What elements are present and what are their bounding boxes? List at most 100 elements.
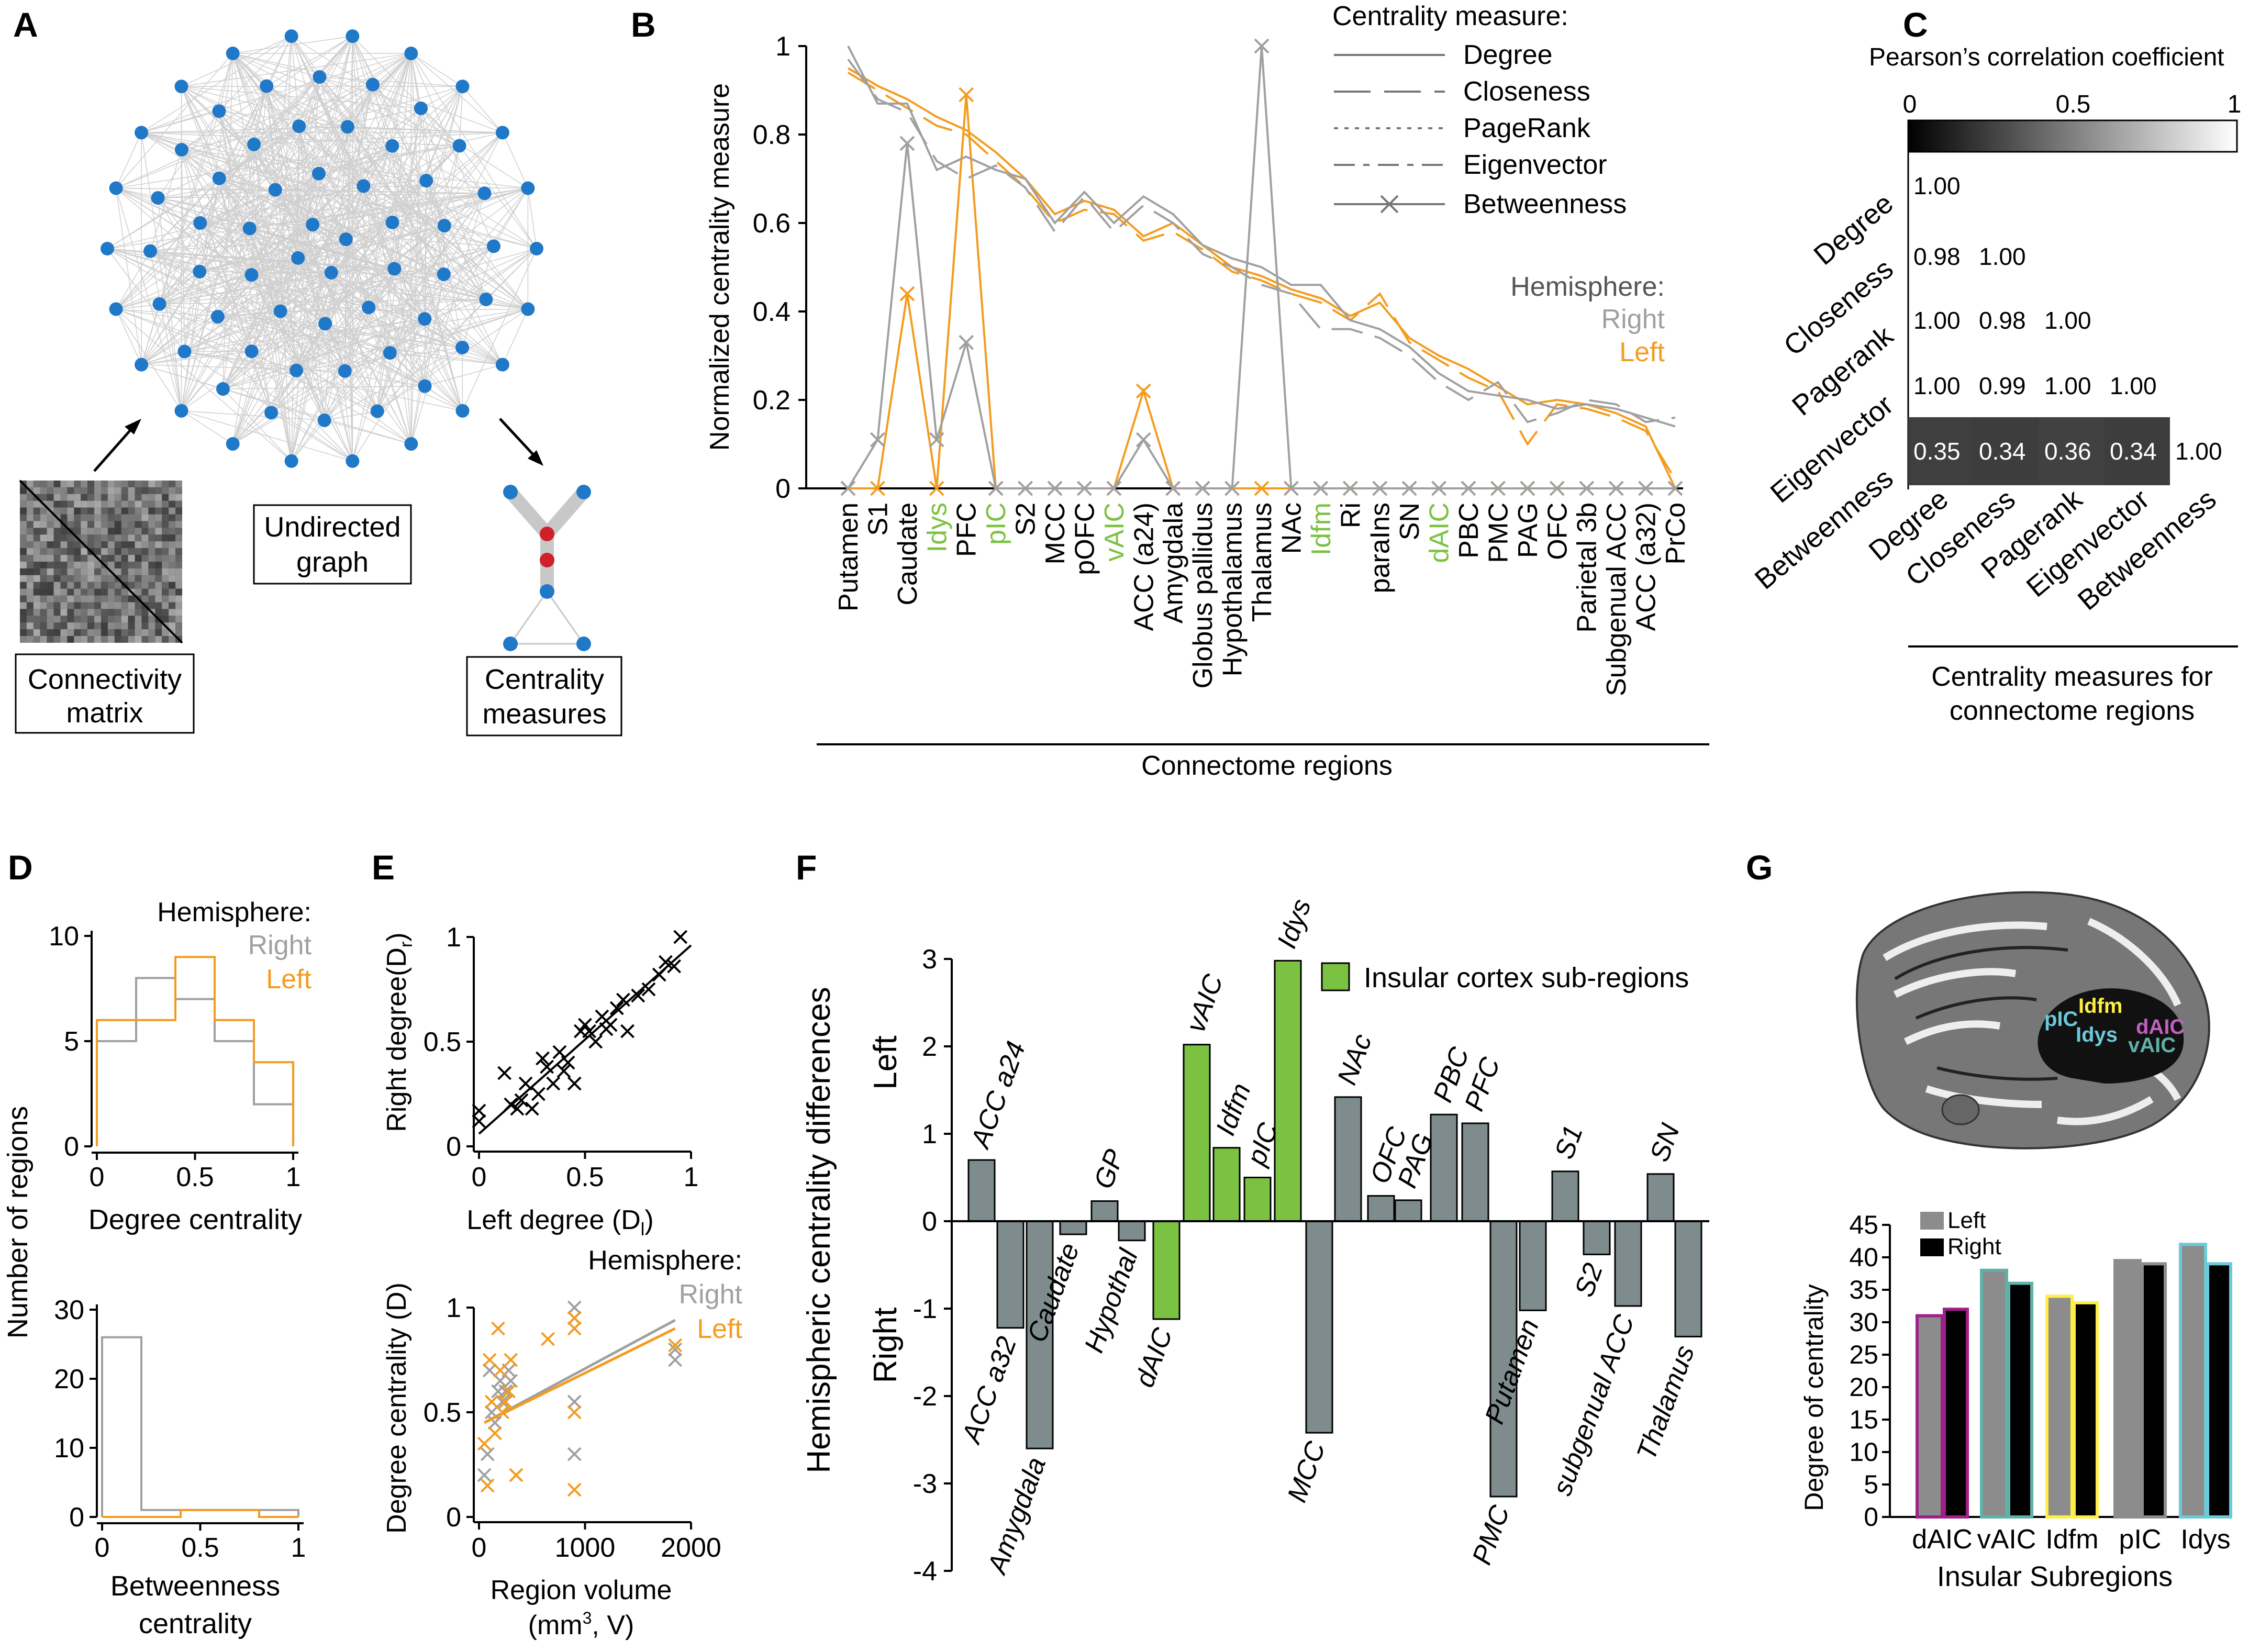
matrix-cell — [67, 521, 74, 528]
graph-edge — [462, 246, 494, 348]
brain-label-pic: pIC — [2044, 1008, 2078, 1031]
matrix-cell — [135, 575, 142, 582]
graph-edge — [222, 126, 348, 389]
graph-edge — [319, 76, 391, 353]
graph-edge — [199, 271, 444, 275]
matrix-cell — [81, 555, 88, 562]
f-category-label: S1 — [1549, 1121, 1589, 1163]
arrow-head-to-centrality — [528, 450, 543, 466]
matrix-cell — [135, 555, 142, 562]
graph-edge — [141, 351, 252, 365]
matrix-cell — [87, 487, 95, 494]
matrix-cell — [128, 514, 135, 521]
graph-edge — [410, 53, 444, 275]
matrix-cell — [40, 487, 47, 494]
graph-edge — [280, 224, 313, 311]
graph-edge — [222, 132, 503, 389]
matrix-cell — [53, 575, 61, 582]
matrix-cell — [141, 494, 149, 501]
graph-edge — [181, 149, 252, 352]
matrix-cell — [20, 622, 27, 630]
c-cell — [2039, 417, 2105, 485]
matrix-cell — [67, 548, 74, 555]
f-bar — [996, 1220, 1025, 1329]
matrix-cell — [121, 528, 128, 535]
matrix-cell — [162, 602, 169, 609]
matrix-cell — [60, 616, 68, 623]
d-hemisphere-title: Hemisphere: — [157, 897, 311, 928]
f-category-label: PMC — [1466, 1501, 1516, 1569]
matrix-label-line2: matrix — [66, 697, 143, 729]
matrix-cell — [107, 507, 115, 515]
matrix-cell — [40, 514, 47, 521]
f-category-label: GP — [1088, 1145, 1130, 1193]
graph-edge — [410, 108, 421, 444]
b-betweenness-marker — [1224, 481, 1240, 496]
graph-edge — [232, 53, 347, 240]
f-category-label: Thalamus — [1631, 1342, 1701, 1464]
f-category-label: Putamen — [1479, 1315, 1545, 1428]
matrix-cell — [128, 582, 135, 589]
g-bar-left — [1916, 1314, 1944, 1519]
e-top-point — [472, 1103, 486, 1118]
matrix-cell — [107, 555, 115, 562]
graph-edge — [296, 307, 369, 371]
arrow-to-graph — [93, 426, 135, 472]
graph-edge — [254, 132, 503, 145]
e-bottom-point-left — [567, 1311, 582, 1325]
matrix-cell — [162, 555, 169, 562]
c-cell-value: 1.00 — [2110, 372, 2157, 399]
matrix-cell — [101, 534, 108, 542]
d-top-xlabel: Degree centrality — [88, 1204, 302, 1235]
matrix-cell — [33, 609, 40, 616]
matrix-cell — [40, 609, 47, 616]
matrix-cell — [141, 582, 149, 589]
graph-node — [370, 404, 384, 418]
matrix-cell — [94, 528, 101, 535]
graph-node — [306, 218, 320, 232]
matrix-cell — [169, 588, 176, 596]
c-cell-value: 0.34 — [1979, 438, 2026, 465]
graph-edge — [253, 144, 445, 226]
matrix-label-line1: Connectivity — [28, 664, 182, 695]
matrix-cell — [33, 622, 40, 630]
matrix-cell — [60, 541, 68, 549]
graph-edge — [107, 248, 425, 387]
graph-edge — [141, 364, 224, 389]
graph-edge — [275, 189, 347, 240]
matrix-cell — [26, 588, 34, 596]
graph-edge — [319, 76, 463, 87]
matrix-cell — [135, 487, 142, 494]
panel-letter-b: B — [631, 5, 656, 44]
matrix-cell — [141, 507, 149, 515]
matrix-cell — [67, 487, 74, 494]
matrix-cell — [107, 588, 115, 596]
panel-letter-c: C — [1903, 5, 1928, 44]
matrix-cell — [33, 521, 40, 528]
matrix-cell — [169, 575, 176, 582]
e-xtick-label: 1000 — [555, 1533, 616, 1563]
matrix-cell — [162, 562, 169, 568]
matrix-cell — [47, 602, 54, 609]
panel-letter-f: F — [796, 848, 817, 887]
matrix-cell — [60, 481, 68, 487]
matrix-cell — [74, 616, 81, 623]
matrix-cell — [114, 595, 121, 602]
graph-edge — [372, 84, 503, 133]
matrix-cell — [169, 481, 176, 487]
graph-edge — [141, 271, 200, 365]
matrix-cell — [26, 616, 34, 623]
graph-edge — [280, 310, 391, 353]
e-bottom-point-left — [541, 1332, 555, 1346]
graph-node — [151, 191, 165, 205]
graph-edge — [275, 84, 373, 191]
matrix-cell — [47, 622, 54, 630]
matrix-cell — [121, 588, 128, 596]
graph-node — [135, 358, 149, 372]
matrix-cell — [94, 602, 101, 609]
matrix-cell — [67, 582, 74, 589]
graph-edge — [199, 108, 421, 272]
d-histogram-left — [96, 956, 294, 1146]
matrix-cell — [81, 595, 88, 602]
matrix-cell — [33, 487, 40, 494]
